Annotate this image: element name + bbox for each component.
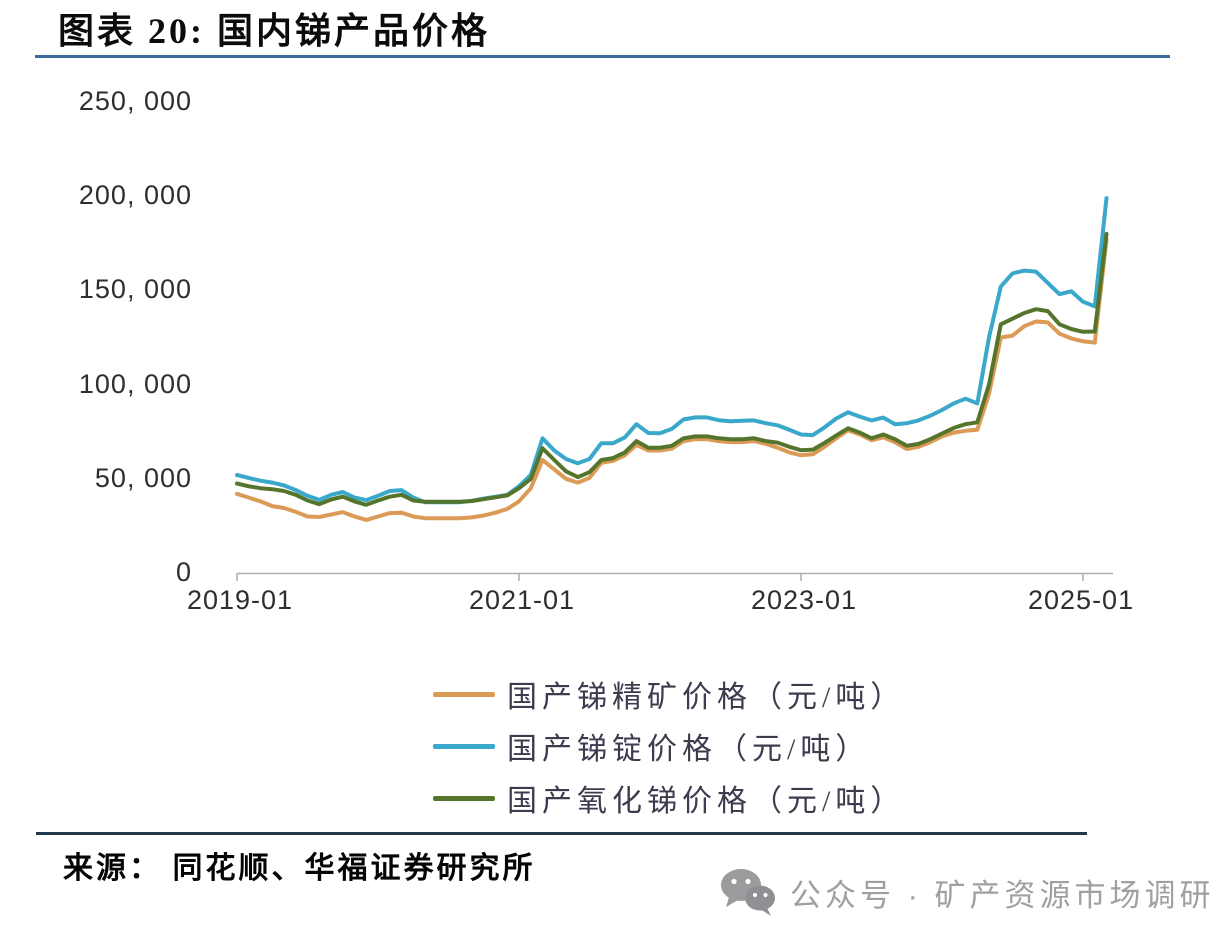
legend-item-oxide: 国产氧化锑价格（元/吨） bbox=[433, 772, 905, 824]
wechat-icon bbox=[721, 869, 775, 916]
chart-legend: 国产锑精矿价格（元/吨） 国产锑锭价格（元/吨） 国产氧化锑价格（元/吨） bbox=[433, 668, 905, 824]
legend-label-oxide: 国产氧化锑价格（元/吨） bbox=[507, 785, 906, 818]
y-axis-label: 250, 000 bbox=[78, 86, 192, 116]
plot-canvas bbox=[235, 196, 1113, 581]
watermark-text: 公众号 · 矿产资源市场调研 bbox=[790, 877, 1215, 913]
x-axis-label-clipped: 2025-01 bbox=[1028, 585, 1134, 619]
y-axis-label: 150, 000 bbox=[78, 274, 192, 305]
y-axis-label: 100, 000 bbox=[78, 368, 192, 399]
y-axis-label: 0 bbox=[175, 557, 192, 587]
legend-item-ingot: 国产锑锭价格（元/吨） bbox=[433, 720, 905, 772]
chart-title: 图表 20: 国内锑产品价格 bbox=[58, 11, 490, 51]
x-axis bbox=[236, 572, 1113, 581]
watermark: 公众号 · 矿产资源市场调研 bbox=[720, 868, 1215, 916]
series-line-1 bbox=[235, 196, 1109, 505]
legend-swatch-ingot bbox=[433, 743, 495, 749]
source-divider bbox=[36, 832, 1087, 835]
line-chart: 250, 000 200, 000 150, 000 100, 000 50, 000 0… bbox=[0, 60, 1218, 640]
legend-swatch-concentrate bbox=[433, 691, 495, 697]
series-line-0 bbox=[235, 237, 1109, 522]
legend-label-concentrate: 国产锑精矿价格（元/吨） bbox=[507, 681, 906, 714]
legend-label-ingot: 国产锑锭价格（元/吨） bbox=[507, 733, 871, 766]
title-underline bbox=[35, 55, 1170, 58]
source-text: 来源： 同花顺、华福证券研究所 bbox=[63, 852, 536, 885]
x-axis-label: 2019-01 bbox=[186, 585, 294, 615]
legend-item-concentrate: 国产锑精矿价格（元/吨） bbox=[433, 668, 905, 720]
legend-swatch-oxide bbox=[433, 795, 495, 801]
x-axis-label: 2023-01 bbox=[750, 585, 858, 615]
x-axis-label: 2025-01 bbox=[1028, 585, 1134, 615]
y-axis-label: 200, 000 bbox=[78, 180, 192, 211]
y-axis-label: 50, 000 bbox=[94, 462, 192, 493]
series-line-2 bbox=[235, 231, 1109, 507]
x-axis-label: 2021-01 bbox=[468, 585, 576, 615]
